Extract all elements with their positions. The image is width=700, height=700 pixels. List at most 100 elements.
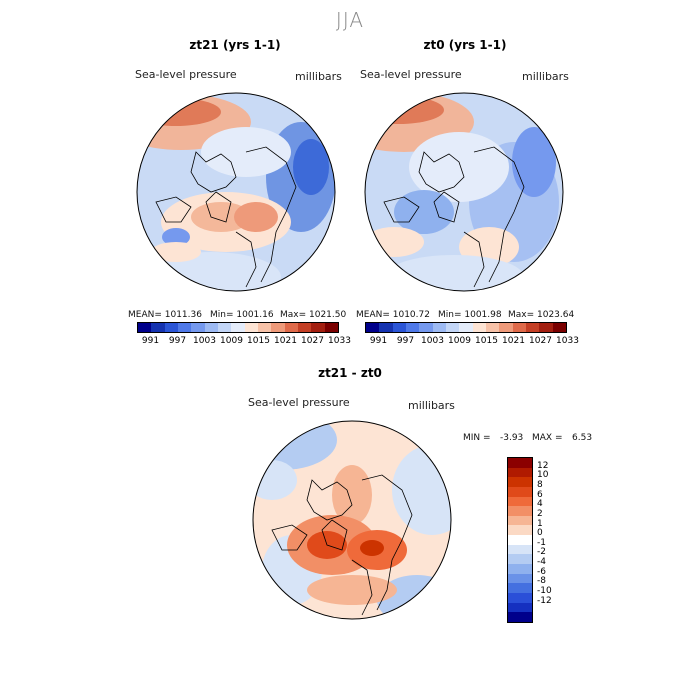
colorbar-swatch	[508, 496, 532, 507]
diff-colorbar	[507, 457, 533, 623]
colorbar-tick-label: 1009	[448, 336, 471, 346]
colorbar-swatch	[151, 323, 165, 332]
colorbar-tick-label: -10	[537, 586, 552, 597]
colorbar-swatch	[508, 525, 532, 536]
figure-title: JJA	[335, 8, 365, 32]
diff-max-value: 6.53	[572, 433, 593, 443]
panel1-min: Min= 1001.16	[210, 310, 274, 320]
colorbar-tick-label: 1027	[301, 336, 324, 346]
colorbar-swatch	[508, 564, 532, 574]
colorbar-tick-label: 4	[537, 499, 543, 510]
panel2-polar-map	[364, 92, 564, 292]
colorbar-swatch	[164, 323, 178, 332]
colorbar-swatch	[508, 592, 532, 603]
colorbar-tick-label: 997	[168, 336, 187, 346]
colorbar-swatch	[324, 323, 338, 332]
colorbar-swatch	[244, 323, 258, 332]
colorbar-swatch	[508, 486, 532, 497]
colorbar-swatch	[472, 323, 486, 332]
colorbar-swatch	[485, 323, 500, 332]
colorbar-tick-label: 1003	[193, 336, 216, 346]
colorbar-swatch	[508, 602, 532, 613]
colorbar-swatch	[539, 323, 553, 332]
colorbar-tick-label: 1015	[475, 336, 498, 346]
colorbar-tick-label: 2	[537, 508, 543, 519]
colorbar-swatch	[508, 583, 532, 593]
colorbar-swatch	[311, 323, 325, 332]
colorbar-swatch	[284, 323, 298, 332]
colorbar-tick-label: -4	[537, 557, 546, 568]
panel1-units-label: millibars	[295, 70, 342, 83]
colorbar-swatch	[508, 477, 532, 487]
colorbar-tick-label: -1	[537, 537, 546, 548]
colorbar-swatch	[297, 323, 312, 332]
panel1-mean: MEAN= 1011.36	[128, 310, 202, 320]
colorbar-swatch	[525, 323, 540, 332]
diff-title: zt21 - zt0	[318, 366, 382, 380]
colorbar-swatch	[138, 323, 152, 332]
panel1-title: zt21 (yrs 1-1)	[189, 38, 281, 52]
colorbar-tick-label: -6	[537, 566, 546, 577]
diff-polar-map	[252, 420, 452, 620]
colorbar-tick-label: 1033	[328, 336, 351, 346]
diff-max-label: MAX =	[532, 433, 563, 443]
colorbar-swatch	[204, 323, 218, 332]
colorbar-swatch	[508, 573, 532, 584]
colorbar-swatch	[508, 544, 532, 555]
colorbar-swatch	[379, 323, 393, 332]
colorbar-swatch	[257, 323, 272, 332]
colorbar-swatch	[271, 323, 285, 332]
panel1-polar-map	[136, 92, 336, 292]
colorbar-tick-label: 997	[396, 336, 415, 346]
colorbar-swatch	[445, 323, 460, 332]
colorbar-tick-label: 6	[537, 489, 543, 500]
colorbar-tick-label: 10	[537, 470, 549, 481]
colorbar-tick-label: 991	[369, 336, 388, 346]
colorbar-swatch	[459, 323, 473, 332]
panel2-colorbar-ticks: 991 997 1003 1009 1015 1021 1027 1033	[365, 336, 581, 346]
colorbar-tick-label: 1021	[274, 336, 297, 346]
colorbar-tick-label: 1	[537, 518, 543, 529]
panel2-max: Max= 1023.64	[508, 310, 575, 320]
colorbar-swatch	[552, 323, 566, 332]
diff-colorbar-ticks: 12 10 8 6 4 2 1 0 -1 -2 -4 -6 -8 -10 -12	[537, 457, 567, 621]
diff-field-label: Sea-level pressure	[248, 396, 350, 409]
colorbar-tick-label: 8	[537, 479, 543, 490]
colorbar-tick-label: 1021	[502, 336, 525, 346]
colorbar-swatch	[231, 323, 245, 332]
colorbar-swatch	[512, 323, 526, 332]
colorbar-tick-label: -12	[537, 595, 552, 606]
colorbar-swatch	[419, 323, 433, 332]
colorbar-swatch	[508, 458, 532, 468]
colorbar-tick-label: 991	[141, 336, 160, 346]
colorbar-swatch	[508, 612, 532, 622]
diff-min-label: MIN =	[463, 433, 491, 443]
panel2-title: zt0 (yrs 1-1)	[423, 38, 507, 52]
colorbar-swatch	[177, 323, 192, 332]
colorbar-tick-label: -8	[537, 576, 546, 587]
colorbar-swatch	[432, 323, 446, 332]
panel2-field-label: Sea-level pressure	[360, 68, 462, 81]
diff-units-label: millibars	[408, 399, 455, 412]
colorbar-swatch	[508, 554, 532, 565]
colorbar-swatch	[508, 506, 532, 516]
colorbar-tick-label: 1009	[220, 336, 243, 346]
colorbar-swatch	[217, 323, 232, 332]
colorbar-swatch	[508, 467, 532, 478]
diff-min-value: -3.93	[500, 433, 524, 443]
colorbar-swatch	[508, 515, 532, 526]
colorbar-swatch	[499, 323, 513, 332]
panel1-colorbar-ticks: 991 997 1003 1009 1015 1021 1027 1033	[137, 336, 353, 346]
panel2-min: Min= 1001.98	[438, 310, 502, 320]
panel1-max: Max= 1021.50	[280, 310, 347, 320]
colorbar-tick-label: 1015	[247, 336, 270, 346]
colorbar-tick-label: 1003	[421, 336, 444, 346]
panel2-units-label: millibars	[522, 70, 569, 83]
colorbar-tick-label: -2	[537, 547, 546, 558]
colorbar-tick-label: 0	[537, 528, 543, 539]
colorbar-swatch	[508, 535, 532, 545]
colorbar-swatch	[191, 323, 205, 332]
colorbar-swatch	[405, 323, 420, 332]
panel1-colorbar	[137, 322, 339, 333]
colorbar-tick-label: 12	[537, 460, 549, 471]
